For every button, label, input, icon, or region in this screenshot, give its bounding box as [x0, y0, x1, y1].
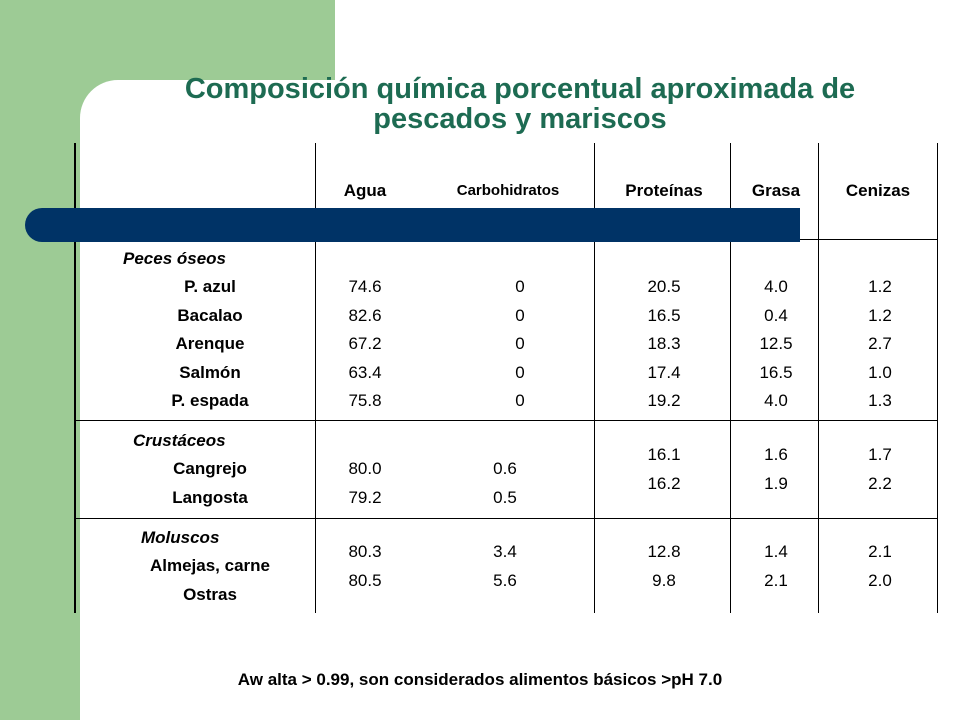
table-cell: 2.1: [868, 542, 892, 561]
category-label: Crustáceos: [133, 431, 226, 450]
table-cell: 2.7: [868, 334, 892, 353]
table-cell: 1.3: [868, 391, 892, 410]
table-cell: 19.2: [647, 391, 681, 410]
species-name: Ostras: [183, 584, 237, 604]
group-separator: [74, 518, 938, 519]
table-cell: 0.5: [493, 487, 517, 507]
slide-title: Composición química porcentual aproximad…: [80, 74, 960, 134]
table-cell: 80.3: [348, 542, 382, 561]
species-column: P. azul Bacalao Arenque Salmón P. espada: [120, 273, 300, 416]
proteinas-column: 12.8 9.8: [614, 538, 714, 595]
table-cell: 17.4: [647, 362, 681, 382]
table-cell: 1.9: [764, 473, 788, 493]
table-cell: 79.2: [348, 487, 382, 507]
proteinas-column: 16.1 16.2: [614, 441, 714, 498]
table-cell: 80.5: [348, 570, 382, 590]
footer-note: Aw alta > 0.99, son considerados aliment…: [237, 670, 723, 689]
table-cell: 1.4: [764, 542, 788, 561]
agua-column: 74.6 82.6 67.2 63.4 75.8: [315, 273, 415, 416]
species-name: Almejas, carne: [149, 556, 270, 575]
content-panel: [80, 80, 960, 720]
table-cell: 0: [515, 277, 525, 296]
title-line-2: pescados y mariscos: [373, 103, 667, 135]
grasa-column: 4.0 0.4 12.5 16.5 4.0: [726, 273, 826, 416]
column-divider: [937, 143, 938, 613]
column-divider: [818, 143, 819, 613]
category-label: Moluscos: [141, 528, 220, 547]
table-cell: 2.2: [868, 473, 892, 493]
table-cell: 0: [515, 305, 525, 325]
table-cell: 20.5: [647, 277, 681, 296]
table-cell: 82.6: [348, 305, 382, 325]
species-column: Almejas, carne Ostras: [110, 552, 310, 609]
table-cell: 74.6: [348, 277, 382, 296]
species-name: Langosta: [172, 487, 248, 507]
table-cell: 12.8: [647, 542, 681, 561]
column-divider: [594, 143, 595, 613]
table-cell: 3.4: [493, 542, 517, 561]
carbohidratos-column: 0.6 0.5: [455, 455, 555, 512]
table-cell: 16.2: [647, 473, 681, 493]
table-cell: 4.0: [764, 277, 788, 296]
header-grasa: Grasa: [751, 181, 801, 200]
category-label: Peces óseos: [123, 249, 227, 268]
table-cell: 16.1: [647, 445, 681, 464]
species-name: P. azul: [184, 277, 236, 296]
table-cell: 1.2: [868, 277, 892, 296]
title-line-1: Composición química porcentual aproximad…: [184, 73, 856, 105]
cenizas-column: 2.1 2.0: [830, 538, 930, 595]
table-cell: 9.8: [652, 570, 676, 590]
table-cell: 4.0: [764, 391, 788, 410]
agua-column: 80.0 79.2: [315, 455, 415, 512]
table-cell: 80.0: [348, 459, 382, 478]
table-cell: 0: [515, 334, 525, 353]
table-cell: 67.2: [348, 334, 382, 353]
species-name: Bacalao: [177, 305, 243, 325]
column-divider: [730, 143, 731, 613]
table-cell: 5.6: [493, 570, 517, 590]
cenizas-column: 1.7 2.2: [830, 441, 930, 498]
cenizas-column: 1.2 1.2 2.7 1.0 1.3: [830, 273, 930, 416]
table-left-border: [74, 143, 76, 613]
agua-column: 80.3 80.5: [315, 538, 415, 595]
table-cell: 0.6: [493, 459, 517, 478]
table-cell: 0: [515, 362, 525, 382]
proteinas-column: 20.5 16.5 18.3 17.4 19.2: [614, 273, 714, 416]
species-column: Cangrejo Langosta: [120, 455, 300, 512]
table-cell: 1.7: [868, 445, 892, 464]
table-cell: 2.1: [764, 570, 788, 590]
header-agua: Agua: [343, 181, 387, 200]
header-cenizas: Cenizas: [845, 181, 911, 200]
species-name: Cangrejo: [173, 459, 247, 478]
grasa-column: 1.6 1.9: [726, 441, 826, 498]
table-cell: 0.4: [764, 305, 788, 325]
species-name: Salmón: [179, 362, 241, 382]
carbohidratos-column: 0 0 0 0 0: [470, 273, 570, 416]
group-separator: [74, 420, 938, 421]
table-cell: 75.8: [348, 391, 382, 410]
species-name: Arenque: [175, 334, 245, 353]
table-cell: 1.6: [764, 445, 788, 464]
grasa-column: 1.4 2.1: [726, 538, 826, 595]
header-proteinas: Proteínas: [625, 181, 703, 200]
table-cell: 18.3: [647, 334, 681, 353]
table-cell: 1.0: [868, 362, 892, 382]
table-cell: 16.5: [759, 362, 793, 382]
table-cell: 2.0: [868, 570, 892, 590]
table-cell: 1.2: [868, 305, 892, 325]
table-cell: 12.5: [759, 334, 793, 353]
species-name: P. espada: [171, 391, 249, 410]
header-carbohidratos: Carbohidratos: [456, 182, 560, 199]
carbohidratos-column: 3.4 5.6: [455, 538, 555, 595]
header-accent-bar: [25, 208, 800, 242]
column-divider: [315, 143, 316, 613]
table-cell: 0: [515, 391, 525, 410]
table-cell: 16.5: [647, 305, 681, 325]
table-cell: 63.4: [348, 362, 382, 382]
